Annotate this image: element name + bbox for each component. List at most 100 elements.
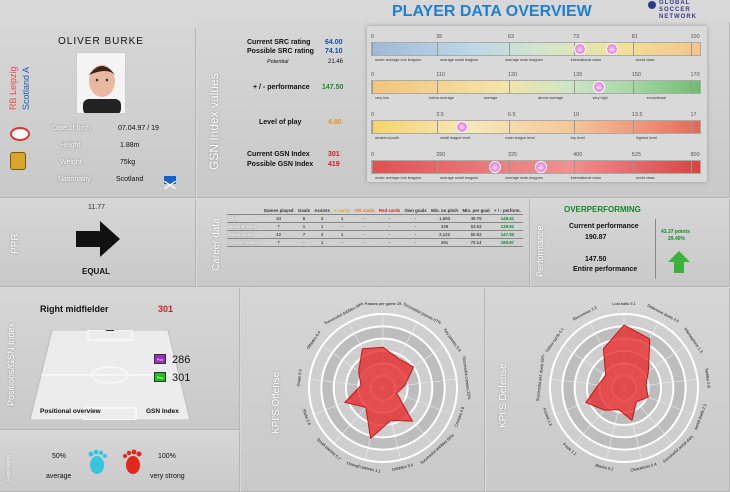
gsn-bar-divider	[508, 120, 510, 134]
career-header: Assists	[312, 207, 333, 215]
gsn-bar-divider	[632, 80, 634, 94]
left-foot-label: average	[46, 473, 72, 480]
career-cell: 491	[428, 238, 461, 247]
possible-src-value: 74.10	[325, 48, 343, 55]
gsn-bar-tick: 0	[371, 72, 375, 78]
pos-tag-2: Pos	[154, 372, 166, 382]
gsn-bar-divider	[437, 80, 439, 94]
gsn-bar-caption: top level	[570, 136, 585, 140]
page-title: PLAYER DATA OVERVIEW	[392, 3, 592, 20]
gsn-bar-tick: 63	[507, 34, 515, 40]
gsn-bar-tick: 800	[690, 152, 700, 158]
gsn-bar-caption: international class	[570, 176, 601, 180]
career-cell: -	[352, 230, 377, 239]
gsn-bar-divider	[437, 160, 439, 174]
gsn-bar-caption: very high	[592, 96, 608, 100]
gsn-bar-divider	[508, 80, 510, 94]
gsn-bar-divider	[372, 120, 373, 134]
performance-panel: Performance OVERPERFORMING Current perfo…	[531, 199, 730, 287]
radar-area	[343, 346, 415, 440]
gsn-bar-tick: 400	[573, 152, 583, 158]
gsn-bar-tick: 17	[690, 112, 697, 118]
gsn-bar	[371, 80, 701, 94]
radar-axis-label: Dribbles 3.4	[392, 462, 415, 472]
gsn-bar-divider	[574, 80, 576, 94]
gsn-bar-divider	[437, 42, 439, 56]
height-value: 1.88m	[120, 142, 140, 149]
career-cell: 1	[312, 222, 333, 231]
nation-badge-icon	[10, 152, 26, 170]
gsn-bar-divider	[691, 42, 693, 56]
ppr-label: PPR	[10, 233, 21, 254]
gsn-bar-divider	[574, 120, 576, 134]
ppr-panel: PPR 11.77 EQUAL	[0, 199, 196, 287]
player-photo-icon	[83, 65, 121, 113]
radar-axis-label: Passes per game 28	[365, 301, 402, 306]
gsn-bar-caption: international class	[570, 58, 601, 62]
gsn-bar-tick: 73	[573, 34, 580, 40]
career-cell: -	[295, 238, 313, 247]
career-cell: 7	[261, 238, 296, 247]
weight-label: Weight	[60, 159, 82, 166]
gsn-bar-caption: world class	[635, 58, 655, 62]
positions-panel: Positions/GSN Index Right midfielder 301…	[0, 288, 240, 430]
gsn-bar-marker: Pos	[534, 161, 547, 173]
career-cell: 7	[261, 222, 296, 231]
possible-src-label: Possible SRC rating	[247, 48, 314, 55]
career-header: Goals	[295, 207, 313, 215]
possible-gsn-value: 419	[328, 161, 340, 168]
height-label: Height	[60, 142, 81, 149]
career-cell: -	[352, 222, 377, 231]
delta-pct: 29.40%	[668, 236, 685, 242]
career-cell: 1	[332, 230, 353, 239]
gsn-bars: 0 35 63 73 81 100 under average m/s leagues ave…	[367, 26, 707, 182]
current-src-value: 64.00	[325, 39, 343, 46]
pos-tag-1: Pos	[154, 354, 166, 364]
career-cell: 429	[428, 222, 461, 231]
right-foot-pct: 100%	[158, 453, 176, 460]
gsn-bar-caption: exceptional	[646, 96, 666, 100]
radar-axis-label: Lost balls 9.1	[612, 301, 636, 306]
career-cell: 2,122	[428, 230, 461, 239]
entire-perf-value: 147.50	[585, 256, 607, 263]
gsn-bar-caption: below average	[429, 96, 455, 100]
gsn-bar-tick: 120	[507, 72, 518, 78]
positions-label: Positions/GSN Index	[6, 322, 16, 406]
gsn-bar-caption: average main leagues	[505, 58, 543, 62]
left-foot-icon	[86, 449, 108, 480]
career-cell: 1	[295, 222, 313, 231]
career-cell: -	[402, 238, 429, 247]
gsn-bar-tick: 170	[690, 72, 700, 78]
career-cell: 3	[312, 214, 333, 223]
gsn-bar-caption: average main leagues	[505, 176, 543, 180]
career-header: Own goals	[402, 207, 429, 215]
position-value: 301	[158, 304, 174, 314]
radar-axis-label: Goals 0.3	[296, 368, 303, 386]
gsn-bar-caption: very low	[375, 96, 389, 100]
ppr-status: EQUAL	[82, 267, 110, 276]
kpi-defense-panel: KPI'S Defense Lost balls 9.1 Defensive du…	[486, 288, 730, 492]
potential-value: 21.46	[328, 59, 344, 65]
gsn-bar-caption: average small leagues	[440, 176, 479, 180]
gsn-bar-marker: Perf	[593, 81, 606, 93]
player-panel: OLIVER BURKE RB Leipzig Scotland A Date …	[0, 28, 196, 198]
career-cell: 50.52	[460, 230, 492, 239]
gsn-bar-caption: amateur/youth	[375, 136, 400, 140]
performance-status: OVERPERFORMING	[564, 205, 641, 214]
gsn-bar-tick: 10	[573, 112, 580, 118]
gsn-bar-divider	[508, 42, 510, 56]
nationality-value: Scotland	[116, 176, 144, 183]
career-cell: National team	[227, 222, 262, 231]
career-header: Games played	[261, 207, 296, 215]
logo-line: SOCCER	[659, 7, 691, 13]
delta-points: 43.37 points	[661, 229, 690, 235]
kpi-offense-label: KPI'S Offense	[271, 371, 282, 434]
overview-label: Positional overview	[40, 408, 101, 415]
gsn-bar-divider	[372, 160, 373, 174]
ppr-value: 11.77	[88, 204, 105, 211]
career-cell: -	[376, 230, 403, 239]
career-cell: 1	[312, 238, 333, 247]
foot-panel: Foot rating 50% average 100% very strong	[0, 431, 240, 492]
entire-perf-label: Entire performance	[573, 266, 638, 273]
radar-axis-label: Successful crosses 25%	[462, 356, 472, 400]
